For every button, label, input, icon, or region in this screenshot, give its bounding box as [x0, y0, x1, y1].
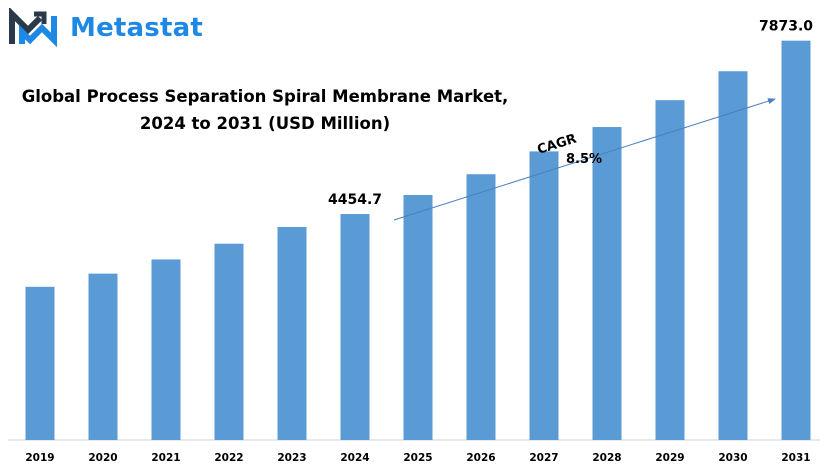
bar-2030	[718, 71, 748, 441]
bar-2029	[655, 100, 685, 441]
x-tick-label-2021: 2021	[151, 452, 180, 464]
x-tick-label-2019: 2019	[25, 452, 54, 464]
bar-2024	[340, 214, 370, 440]
bar-2025	[403, 195, 433, 440]
x-tick-label-2030: 2030	[718, 452, 747, 464]
bar-2021	[151, 259, 181, 440]
data-label-2031: 7873.0	[759, 19, 813, 35]
chart-title-line1: Global Process Separation Spiral Membran…	[21, 87, 509, 106]
x-tick-label-2025: 2025	[403, 452, 432, 464]
bar-2020	[88, 273, 118, 440]
x-tick-label-2020: 2020	[88, 452, 117, 464]
x-tick-label-2027: 2027	[529, 452, 558, 464]
x-tick-label-2022: 2022	[214, 452, 243, 464]
bar-2028	[592, 127, 622, 440]
x-tick-label-2028: 2028	[592, 452, 621, 464]
x-tick-label-2023: 2023	[277, 452, 306, 464]
brand-logo: Metastat	[8, 8, 203, 48]
data-label-2024: 4454.7	[328, 192, 382, 208]
x-tick-label-2029: 2029	[655, 452, 684, 464]
chart-title-line2: 2024 to 2031 (USD Million)	[139, 114, 391, 133]
x-tick-label-2026: 2026	[466, 452, 495, 464]
bar-2019	[25, 286, 55, 440]
bar-2027	[529, 151, 559, 440]
x-tick-label-2024: 2024	[340, 452, 369, 464]
chart-title: Global Process Separation Spiral Membran…	[20, 83, 510, 137]
bar-2022	[214, 243, 244, 440]
bar-2026	[466, 174, 496, 441]
brand-name: Metastat	[70, 13, 203, 43]
metastat-m-logo-icon	[9, 8, 57, 48]
x-tick-label-2031: 2031	[781, 452, 810, 464]
cagr-arrow	[393, 98, 776, 221]
cagr-value: 8.5%	[566, 152, 602, 167]
bar-2023	[277, 226, 307, 440]
bar-2031	[781, 40, 811, 440]
